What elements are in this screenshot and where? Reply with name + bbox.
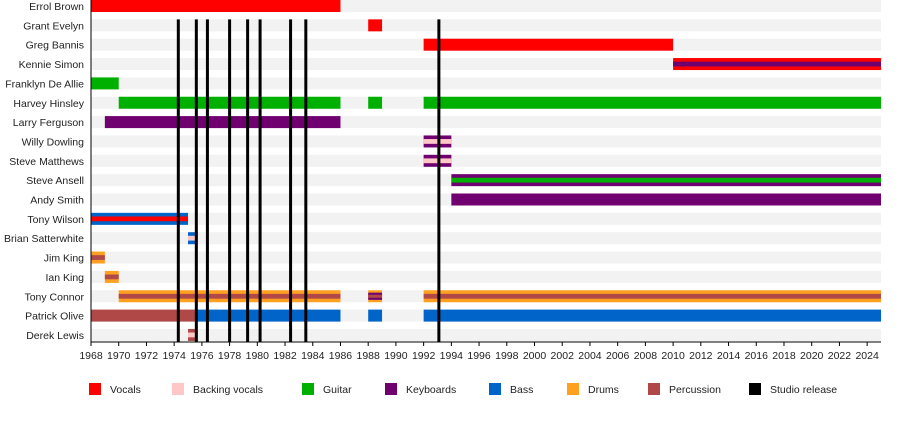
legend-label-vocals: Vocals (110, 384, 141, 396)
x-tick-label: 1972 (135, 350, 159, 362)
x-tick-label: 1974 (162, 350, 186, 362)
legend-swatch-percussion (648, 383, 660, 395)
member-name: Ian King (45, 272, 84, 284)
row-background (91, 251, 881, 264)
member-name: Derek Lewis (26, 330, 84, 342)
x-tick-label: 2014 (717, 350, 741, 362)
x-tick-label: 1970 (107, 350, 131, 362)
bar-percussion (368, 294, 383, 298)
member-name: Steve Ansell (26, 175, 84, 187)
row-background (91, 154, 881, 167)
member-name: Brian Satterwhite (4, 233, 84, 245)
bar-vocals (368, 19, 383, 32)
x-tick-label: 1996 (467, 350, 491, 362)
bar-percussion (91, 255, 105, 260)
bar-guitar (368, 96, 383, 109)
bar-backing (188, 332, 198, 338)
x-tick-label: 2004 (578, 350, 602, 362)
member-name: Errol Brown (29, 1, 84, 13)
bar-keyboards (104, 116, 341, 129)
member-name: Jim King (44, 253, 84, 265)
legend-label-bass: Bass (510, 384, 533, 396)
member-name: Grant Evelyn (23, 20, 84, 32)
x-tick-label: 1990 (384, 350, 408, 362)
member-name: Harvey Hinsley (13, 98, 84, 110)
x-tick-label: 2012 (689, 350, 713, 362)
bar-vocals (91, 0, 341, 12)
row-background (91, 77, 881, 90)
member-name: Tony Wilson (27, 214, 84, 226)
x-tick-label: 2008 (634, 350, 658, 362)
legend-swatch-studio (749, 383, 761, 395)
x-tick-label: 1998 (495, 350, 519, 362)
x-tick-label: 2024 (855, 350, 879, 362)
x-tick-label: 1984 (301, 350, 325, 362)
x-tick-label: 1992 (412, 350, 436, 362)
legend-swatch-keyboards (385, 383, 397, 395)
legend-swatch-backing (172, 383, 184, 395)
bar-guitar (423, 96, 881, 109)
x-tick-label: 1976 (190, 350, 214, 362)
x-tick-label: 1986 (329, 350, 353, 362)
x-tick-label: 2000 (523, 350, 547, 362)
row-background (91, 270, 881, 283)
legend-label-studio: Studio release (770, 384, 837, 396)
member-name: Willy Dowling (22, 136, 85, 148)
member-name: Kennie Simon (19, 59, 85, 71)
bar-percussion (423, 293, 881, 299)
row-background (91, 212, 881, 225)
x-tick-label: 2020 (800, 350, 824, 362)
x-tick-label: 2022 (828, 350, 852, 362)
legend-swatch-bass (489, 383, 501, 395)
member-name: Greg Bannis (26, 40, 84, 52)
legend-swatch-vocals (89, 383, 101, 395)
row-background (91, 135, 881, 148)
x-tick-label: 2010 (661, 350, 685, 362)
bar-bass (196, 309, 341, 322)
x-tick-label: 1968 (79, 350, 103, 362)
x-tick-label: 1982 (273, 350, 297, 362)
row-background (91, 19, 881, 32)
bar-percussion (104, 274, 119, 280)
legend-label-drums: Drums (588, 384, 619, 396)
x-tick-label: 1988 (357, 350, 381, 362)
legend-swatch-guitar (302, 383, 314, 395)
legend-swatch-drums (567, 383, 579, 395)
bar-guitar (91, 77, 119, 90)
bar-vocals (423, 38, 674, 51)
x-tick-label: 1980 (246, 350, 270, 362)
row-background (91, 328, 881, 341)
bar-backing (188, 235, 198, 241)
bar-keyboards (451, 193, 881, 206)
bar-percussion (91, 309, 197, 322)
legend-label-percussion: Percussion (669, 384, 721, 396)
bar-guitar (451, 177, 881, 183)
member-name: Tony Connor (24, 291, 84, 303)
x-tick-label: 1994 (440, 350, 464, 362)
member-name: Andy Smith (30, 195, 84, 207)
x-tick-label: 2016 (745, 350, 769, 362)
member-name: Franklyn De Allie (5, 78, 84, 90)
legend-label-backing: Backing vocals (193, 384, 263, 396)
member-name: Steve Matthews (9, 156, 84, 168)
legend-label-guitar: Guitar (323, 384, 352, 396)
legend-label-keyboards: Keyboards (406, 384, 456, 396)
bar-bass (368, 309, 383, 322)
row-background (91, 232, 881, 245)
bar-keyboards (673, 61, 881, 67)
member-name: Patrick Olive (25, 311, 84, 323)
bar-vocals (91, 216, 189, 222)
x-tick-label: 1978 (218, 350, 242, 362)
x-tick-label: 2006 (606, 350, 630, 362)
x-tick-label: 2002 (551, 350, 575, 362)
bar-bass (423, 309, 881, 322)
member-name: Larry Ferguson (13, 117, 84, 129)
x-tick-label: 2018 (772, 350, 796, 362)
